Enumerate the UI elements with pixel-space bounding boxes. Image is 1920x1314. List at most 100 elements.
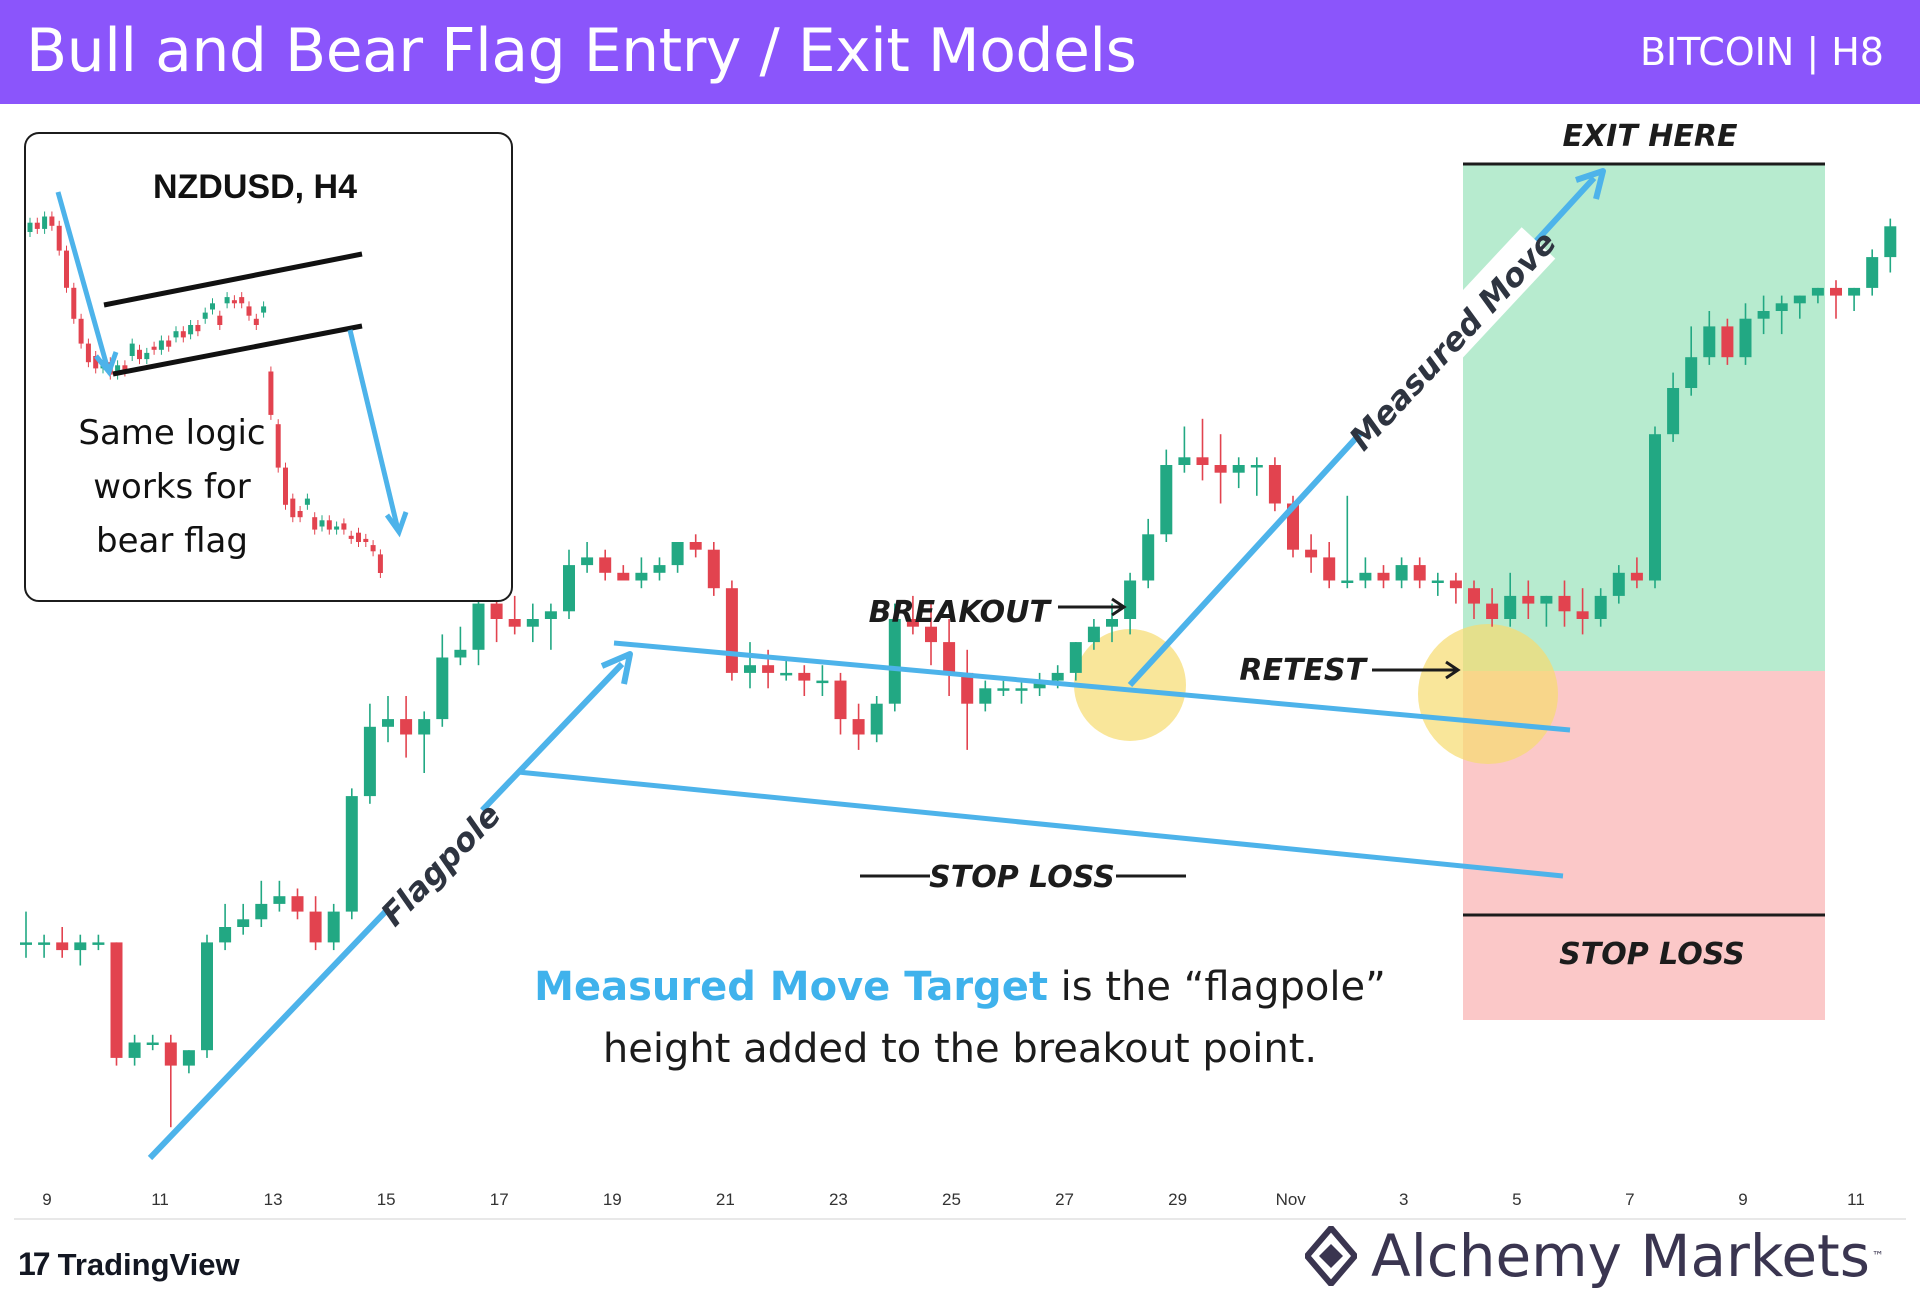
candle-body bbox=[563, 565, 575, 612]
candle-body bbox=[418, 719, 431, 735]
candle-body bbox=[852, 719, 865, 735]
inset-candle-body bbox=[144, 352, 150, 360]
inset-candle-body bbox=[78, 318, 84, 344]
candle-body bbox=[327, 911, 340, 943]
caption-line-2: height added to the breakout point. bbox=[603, 1026, 1317, 1072]
inset-panel: NZDUSD, H4 Same logic works for bear fla… bbox=[24, 132, 513, 602]
trademark-symbol: ™ bbox=[1872, 1249, 1884, 1263]
candle-body bbox=[1087, 626, 1100, 643]
breakout-label: BREAKOUT bbox=[869, 595, 1053, 630]
candle-body bbox=[309, 911, 322, 943]
retest-label: RETEST bbox=[1239, 653, 1368, 688]
retest-pointer-head bbox=[1445, 660, 1461, 680]
candle-body bbox=[164, 1042, 177, 1066]
inset-candle-body bbox=[231, 300, 237, 304]
inset-candle-body bbox=[363, 538, 369, 542]
candle-body bbox=[1775, 303, 1788, 311]
candle-body bbox=[1703, 326, 1716, 358]
candle-body bbox=[635, 572, 648, 581]
candle-body bbox=[1305, 549, 1318, 558]
inset-candle-body bbox=[224, 297, 230, 304]
candle-body bbox=[400, 719, 413, 735]
candle-body bbox=[997, 688, 1010, 691]
candle-body bbox=[689, 542, 702, 550]
candle-body bbox=[255, 903, 268, 920]
x-tick-label: 19 bbox=[603, 1190, 622, 1209]
candle-body bbox=[1558, 595, 1571, 612]
x-tick-label: 11 bbox=[151, 1190, 169, 1209]
inset-candle-body bbox=[115, 365, 121, 375]
inset-candle-body bbox=[49, 216, 55, 226]
candle-body bbox=[961, 672, 974, 704]
inset-frame bbox=[24, 132, 513, 602]
inset-candle-body bbox=[166, 340, 172, 347]
inset-candle-body bbox=[151, 346, 157, 350]
candle-body bbox=[1069, 642, 1082, 673]
x-tick-label: Nov bbox=[1276, 1190, 1307, 1209]
candle-body bbox=[1232, 465, 1245, 473]
caption-line-1: Measured Move Target is the “flagpole” bbox=[534, 964, 1386, 1010]
x-tick-label: 23 bbox=[829, 1190, 848, 1209]
candle-body bbox=[237, 919, 250, 927]
inset-candle-body bbox=[290, 498, 296, 518]
candle-body bbox=[382, 719, 394, 727]
candle-body bbox=[798, 672, 811, 681]
candle-body bbox=[146, 1042, 159, 1045]
inset-candle-body bbox=[64, 250, 69, 288]
inset-text-line-3: bear flag bbox=[96, 521, 248, 561]
candle-body bbox=[1757, 311, 1770, 319]
alchemy-wordmark: Alchemy Markets bbox=[1371, 1222, 1870, 1290]
candle-body bbox=[128, 1042, 141, 1058]
inset-candle-body bbox=[356, 532, 361, 542]
flagpole-arrowhead bbox=[600, 651, 633, 685]
candle-body bbox=[1594, 595, 1607, 619]
inset-candle-body bbox=[188, 325, 194, 335]
x-tick-label: 21 bbox=[716, 1190, 735, 1209]
candle-body bbox=[925, 626, 937, 643]
candle-body bbox=[38, 942, 51, 945]
inset-candle-body bbox=[246, 306, 252, 316]
candle-body bbox=[834, 680, 847, 720]
candle-body bbox=[707, 549, 720, 589]
candle-body bbox=[74, 942, 87, 951]
candle-body bbox=[1106, 619, 1118, 627]
candle-body bbox=[1522, 595, 1535, 604]
candle-body bbox=[544, 611, 557, 619]
x-tick-label: 29 bbox=[1168, 1190, 1187, 1209]
inset-candle-body bbox=[173, 331, 179, 338]
candle-body bbox=[725, 588, 738, 673]
tradingview-logo[interactable]: 17 TradingView bbox=[18, 1246, 240, 1283]
candle-body bbox=[1866, 257, 1879, 288]
tradingview-icon: 17 bbox=[18, 1246, 51, 1282]
measured-move-label-bg bbox=[1344, 227, 1556, 449]
candle-body bbox=[617, 572, 630, 581]
candle-body bbox=[906, 619, 919, 627]
inset-candle-body bbox=[268, 371, 274, 415]
candle-body bbox=[363, 726, 376, 797]
candle-body bbox=[1395, 565, 1408, 581]
candle-body bbox=[1142, 534, 1155, 581]
stop-loss-label: STOP LOSS bbox=[929, 860, 1115, 895]
candle-body bbox=[581, 557, 594, 566]
candle-body bbox=[1630, 572, 1643, 581]
title-bar: Bull and Bear Flag Entry / Exit Models B… bbox=[0, 0, 1920, 104]
alchemy-markets-logo[interactable]: Alchemy Markets ™ bbox=[1305, 1222, 1884, 1290]
candle-body bbox=[1287, 503, 1299, 550]
candle-body bbox=[1486, 603, 1499, 619]
candle-body bbox=[1540, 595, 1553, 604]
inset-candle-body bbox=[217, 315, 223, 325]
candle-body bbox=[490, 603, 503, 619]
candle-body bbox=[345, 796, 358, 912]
candle-body bbox=[671, 542, 684, 566]
inset-candle-body bbox=[71, 287, 77, 319]
symbol-label: BITCOIN | H8 bbox=[1639, 30, 1884, 74]
x-axis-ticks: 9 11 13 15 17 19 21 23 25 27 29 Nov 3 5 7 9 11 bbox=[42, 1190, 1865, 1209]
candle-body bbox=[888, 619, 901, 704]
inset-candle-body bbox=[297, 511, 303, 518]
candle-body bbox=[1884, 226, 1897, 258]
flag-lower-line bbox=[517, 769, 1564, 879]
candle-body bbox=[1811, 287, 1824, 296]
x-tick-label: 9 bbox=[42, 1190, 51, 1209]
inset-candle-body bbox=[253, 318, 259, 325]
candle-body bbox=[744, 665, 756, 673]
